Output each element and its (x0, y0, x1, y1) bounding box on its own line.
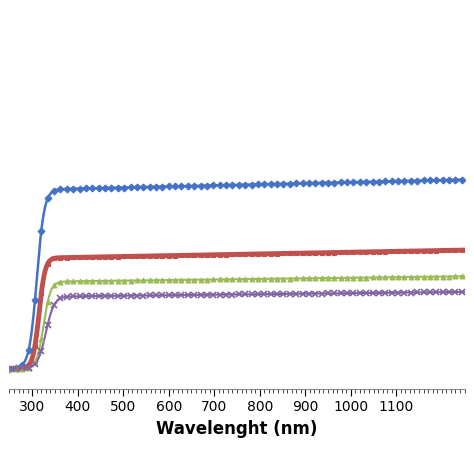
X-axis label: Wavelenght (nm): Wavelenght (nm) (156, 420, 318, 438)
